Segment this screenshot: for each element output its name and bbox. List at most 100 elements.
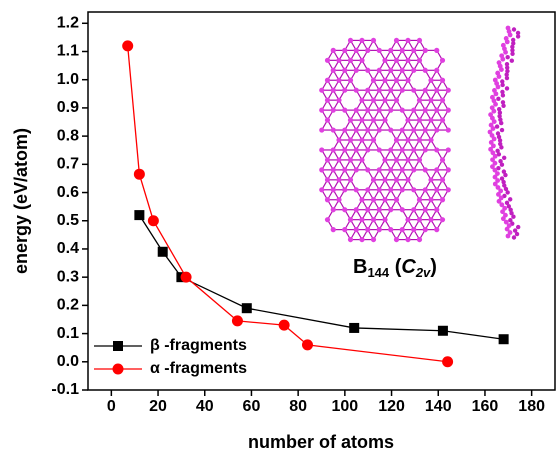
marker: [122, 40, 133, 51]
atom: [494, 91, 499, 96]
atom: [354, 147, 359, 152]
atom: [400, 167, 405, 172]
atom: [365, 127, 370, 132]
atom: [354, 207, 359, 212]
atom: [359, 217, 364, 222]
atom: [336, 58, 341, 63]
y-axis-label: energy (eV/atom): [11, 128, 31, 274]
atom: [377, 108, 382, 113]
x-tick-label: 0: [107, 398, 116, 415]
y-tick-label: 1.0: [57, 71, 79, 88]
atom: [400, 187, 405, 192]
atom: [319, 147, 324, 152]
atom: [508, 197, 512, 201]
atom: [512, 235, 516, 239]
atom: [348, 177, 353, 182]
atom: [394, 177, 399, 182]
atom: [434, 68, 439, 73]
atom: [423, 68, 428, 73]
y-tick-label: 0.7: [57, 156, 79, 173]
y-tick-label: 0.9: [57, 99, 79, 116]
y-tick-label: 0.2: [57, 297, 79, 314]
atom: [405, 177, 410, 182]
chart: energy (eV/atom) number of atoms B144 (C…: [0, 0, 557, 457]
atom: [510, 59, 514, 63]
atom: [382, 58, 387, 63]
atom: [400, 108, 405, 113]
atom: [354, 108, 359, 113]
atom: [411, 207, 416, 212]
marker: [349, 323, 359, 333]
atom: [348, 157, 353, 162]
atom: [440, 217, 445, 222]
atom: [348, 38, 353, 43]
atom: [440, 58, 445, 63]
atom: [434, 187, 439, 192]
series-line: [139, 215, 503, 339]
atom: [411, 187, 416, 192]
atom: [382, 197, 387, 202]
atom: [336, 137, 341, 142]
atom: [501, 93, 505, 97]
atom: [359, 98, 364, 103]
atom: [336, 157, 341, 162]
atom: [354, 48, 359, 53]
atom: [388, 207, 393, 212]
atom: [365, 108, 370, 113]
atom: [382, 157, 387, 162]
molecule-illustration: [319, 26, 520, 243]
y-tick-label: 0.4: [57, 240, 79, 257]
atom: [359, 117, 364, 122]
marker: [158, 247, 168, 257]
atom: [348, 217, 353, 222]
atom: [331, 68, 336, 73]
atom: [348, 137, 353, 142]
atom: [434, 147, 439, 152]
atom: [388, 167, 393, 172]
atom: [394, 98, 399, 103]
atom: [423, 88, 428, 93]
atom: [400, 207, 405, 212]
atom: [359, 157, 364, 162]
atom: [342, 88, 347, 93]
atom: [400, 48, 405, 53]
legend-label: β -fragments: [150, 337, 247, 354]
atom: [359, 58, 364, 63]
atom: [382, 217, 387, 222]
atom: [394, 197, 399, 202]
atom: [336, 177, 341, 182]
atom: [371, 197, 376, 202]
atom: [405, 137, 410, 142]
annotation-part: (: [389, 256, 402, 278]
atom: [423, 127, 428, 132]
atom: [508, 33, 513, 38]
atom: [382, 117, 387, 122]
atom: [411, 68, 416, 73]
atom: [496, 85, 501, 90]
atom: [331, 207, 336, 212]
atom: [365, 187, 370, 192]
atom: [388, 147, 393, 152]
atom: [319, 187, 324, 192]
atom: [388, 88, 393, 93]
atom: [371, 217, 376, 222]
atom: [500, 163, 504, 167]
atom: [499, 121, 503, 125]
atom: [423, 207, 428, 212]
atom: [434, 207, 439, 212]
atom: [417, 38, 422, 43]
atom: [371, 177, 376, 182]
atom: [516, 34, 520, 38]
atom: [359, 137, 364, 142]
marker: [242, 303, 252, 313]
atom: [325, 197, 330, 202]
atom: [342, 227, 347, 232]
series-line: [128, 46, 448, 362]
atom: [516, 225, 520, 229]
y-tick-label: 0.3: [57, 268, 79, 285]
atom: [348, 78, 353, 83]
atom: [377, 227, 382, 232]
x-tick-label: 60: [243, 398, 261, 415]
atom: [496, 97, 500, 101]
atom: [342, 48, 347, 53]
